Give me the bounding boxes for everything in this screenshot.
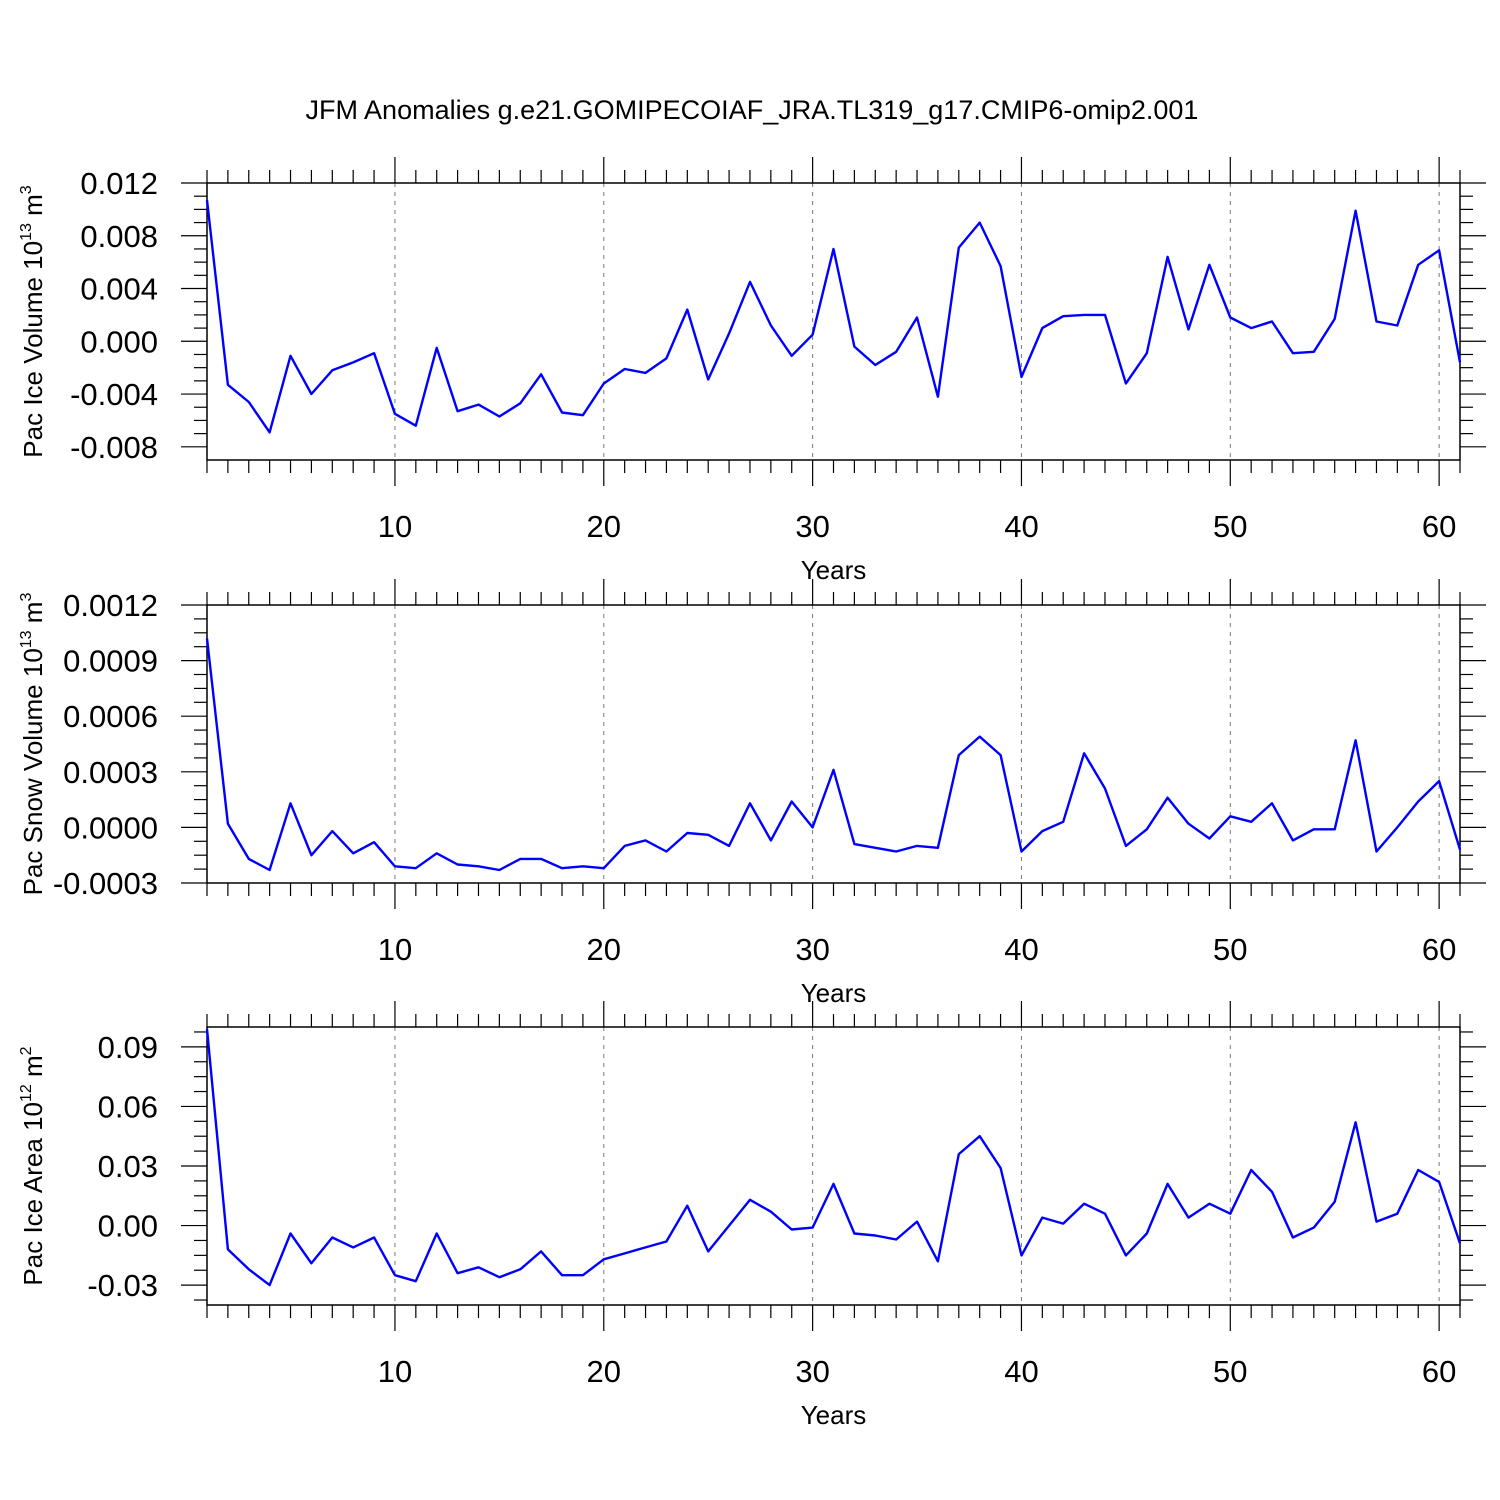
y-tick-label: 0.008 bbox=[80, 219, 158, 254]
y-tick-label: 0.0009 bbox=[63, 644, 158, 679]
y-tick-label: 0.000 bbox=[80, 324, 158, 359]
x-tick-label: 10 bbox=[378, 932, 412, 967]
y-tick-label: 0.00 bbox=[98, 1209, 158, 1244]
x-tick-label: 50 bbox=[1213, 509, 1247, 544]
y-tick-label: 0.0012 bbox=[63, 588, 158, 623]
x-tick-label: 30 bbox=[795, 932, 829, 967]
x-tick-label: 60 bbox=[1422, 1354, 1456, 1389]
panel-snow-volume: 10 20 30 40 50 60 -0.0003 0.0000 0.0003 0.0006 0.0… bbox=[18, 579, 1486, 1008]
y-tick-label: -0.008 bbox=[70, 430, 158, 465]
series-line bbox=[205, 199, 1462, 434]
x-axis-title: Years bbox=[801, 978, 867, 1008]
x-tick-label: 30 bbox=[795, 1354, 829, 1389]
y-tick-label: 0.004 bbox=[80, 272, 158, 307]
x-axis-title: Years bbox=[801, 1400, 867, 1430]
figure-title: JFM Anomalies g.e21.GOMIPECOIAF_JRA.TL31… bbox=[306, 95, 1199, 125]
y-tick-label: -0.03 bbox=[87, 1268, 158, 1303]
y-axis-title: Pac Ice Area 1012 m2 bbox=[18, 1046, 48, 1285]
y-tick-label: 0.0003 bbox=[63, 755, 158, 790]
x-tick-label: 20 bbox=[587, 1354, 621, 1389]
x-tick-label: 10 bbox=[378, 1354, 412, 1389]
series-line bbox=[205, 1028, 1462, 1287]
x-tick-label: 20 bbox=[587, 509, 621, 544]
panel-ice-volume: 10 20 30 40 50 60 -0.008 -0.004 0.000 0.004 0.008 0… bbox=[18, 157, 1486, 585]
x-tick-label: 50 bbox=[1213, 1354, 1247, 1389]
x-tick-label: 50 bbox=[1213, 932, 1247, 967]
x-tick-label: 60 bbox=[1422, 509, 1456, 544]
x-tick-label: 30 bbox=[795, 509, 829, 544]
series-line bbox=[205, 638, 1462, 872]
y-tick-label: 0.06 bbox=[98, 1089, 158, 1124]
y-tick-label: 0.09 bbox=[98, 1030, 158, 1065]
y-axis-title: Pac Snow Volume 1013 m3 bbox=[18, 593, 48, 896]
x-tick-label: 20 bbox=[587, 932, 621, 967]
y-tick-label: 0.0000 bbox=[63, 810, 158, 845]
x-tick-label: 40 bbox=[1004, 509, 1038, 544]
x-tick-label: 40 bbox=[1004, 1354, 1038, 1389]
y-axis-title: Pac Ice Volume 1013 m3 bbox=[18, 185, 48, 458]
y-tick-label: 0.012 bbox=[80, 166, 158, 201]
y-tick-label: -0.004 bbox=[70, 377, 158, 412]
x-tick-label: 60 bbox=[1422, 932, 1456, 967]
x-tick-label: 40 bbox=[1004, 932, 1038, 967]
y-tick-label: 0.0006 bbox=[63, 699, 158, 734]
panel-ice-area: 10 20 30 40 50 60 -0.03 0.00 0.03 0.06 0.09 Years Pa… bbox=[18, 1001, 1486, 1430]
y-tick-label: -0.0003 bbox=[53, 866, 158, 901]
x-axis-title: Years bbox=[801, 555, 867, 585]
x-tick-label: 10 bbox=[378, 509, 412, 544]
y-tick-label: 0.03 bbox=[98, 1149, 158, 1184]
